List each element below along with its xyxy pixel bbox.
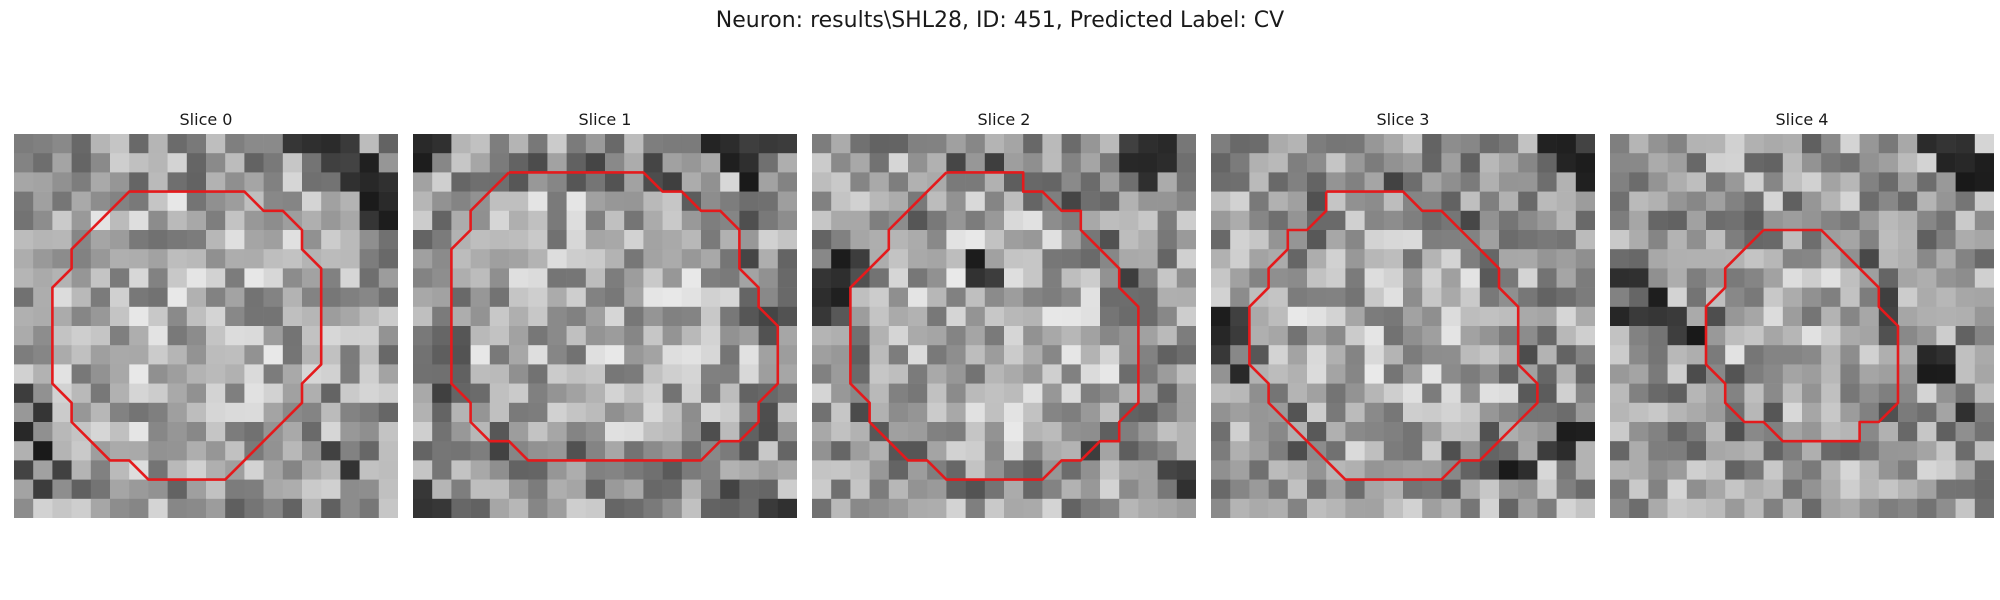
slice-image: [14, 134, 398, 518]
neuron-contour: [1248, 190, 1539, 481]
slice-panel-1: Slice 1: [413, 110, 797, 518]
slice-title: Slice 1: [578, 110, 632, 129]
slice-panel-0: Slice 0: [14, 110, 398, 518]
slice-title: Slice 3: [1376, 110, 1430, 129]
slice-image: [1211, 134, 1595, 518]
slice-panel-3: Slice 3: [1211, 110, 1595, 518]
slice-title: Slice 2: [977, 110, 1031, 129]
neuron-contour: [1704, 228, 1900, 443]
slice-title: Slice 4: [1775, 110, 1829, 129]
figure-title: Neuron: results\SHL28, ID: 451, Predicte…: [715, 8, 1285, 33]
neuron-contour: [450, 171, 780, 462]
slice-title: Slice 0: [179, 110, 233, 129]
slice-panel-4: Slice 4: [1610, 110, 1994, 518]
slice-panel-2: Slice 2: [812, 110, 1196, 518]
slice-image: [413, 134, 797, 518]
neuron-contour: [849, 171, 1140, 481]
neuron-contour: [51, 190, 323, 481]
slice-image: [812, 134, 1196, 518]
slice-image: [1610, 134, 1994, 518]
